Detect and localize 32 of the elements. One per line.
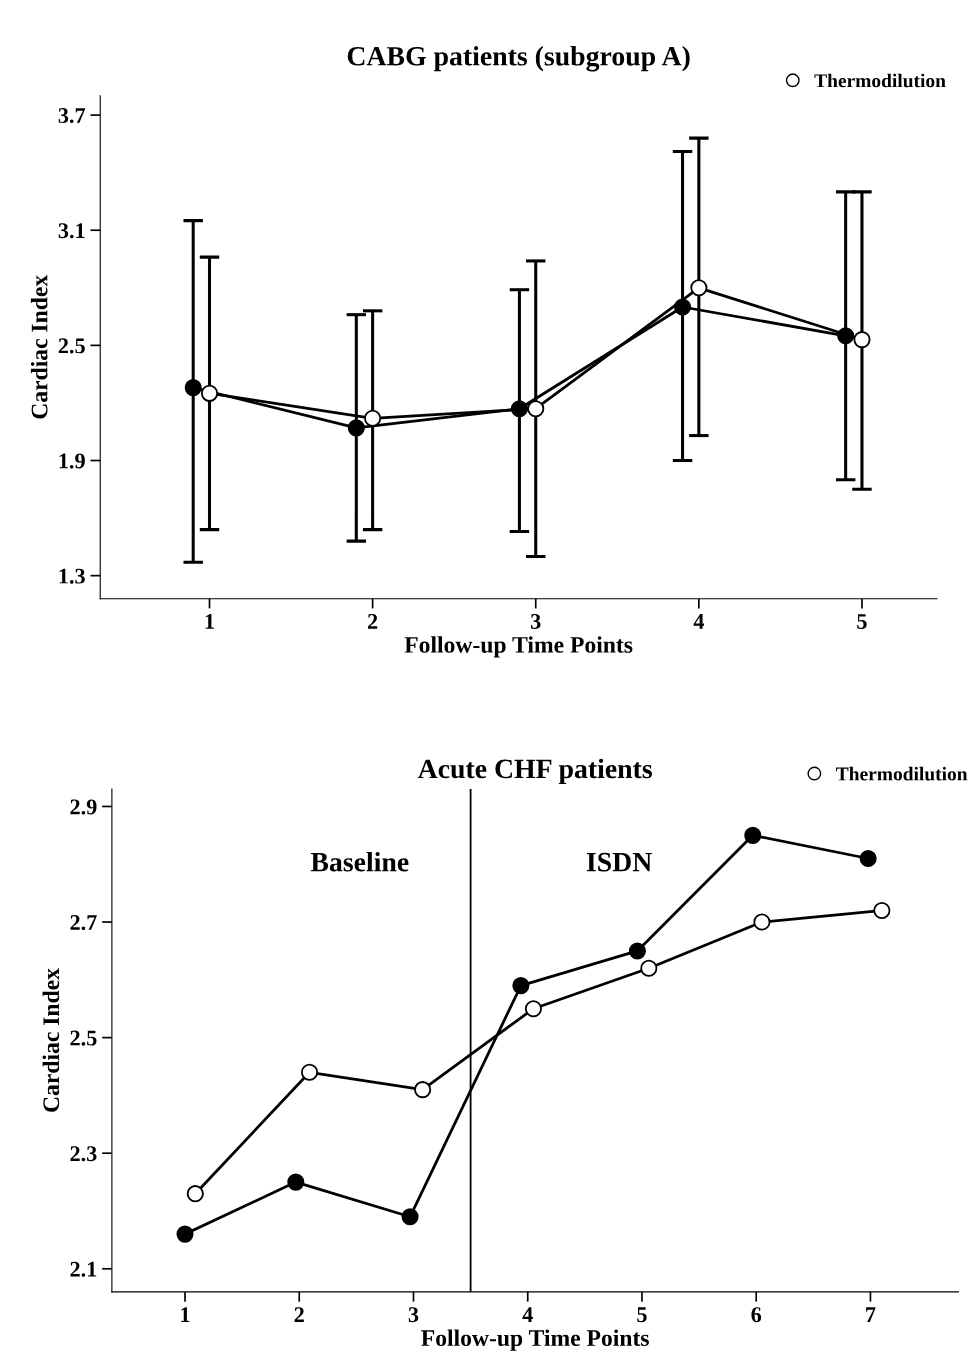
y-axis-title: Cardiac Index — [42, 968, 60, 1112]
annotation: Baseline — [310, 851, 409, 872]
x-tick-label: 5 — [637, 1307, 647, 1323]
annotation: ISDN — [586, 852, 652, 872]
y-tick-label: 2.5 — [58, 338, 85, 354]
x-tick-label: 3 — [408, 1307, 419, 1323]
y-tick-label: 3.1 — [58, 223, 85, 239]
x-tick-label: 1 — [205, 614, 214, 629]
chart-title: CABG patients (subgroup A) — [347, 46, 690, 72]
x-tick-label: 2 — [294, 1307, 304, 1322]
x-tick-label: 6 — [751, 1307, 762, 1323]
x-tick-label: 7 — [866, 1307, 876, 1322]
x-axis-title: Follow-up Time Points — [421, 1329, 649, 1351]
x-tick-label: 4 — [693, 614, 704, 629]
y-tick-label: 1.9 — [59, 453, 85, 469]
y-tick-label: 3.7 — [58, 108, 86, 124]
x-axis-title: Follow-up Time Points — [404, 636, 633, 658]
legend-label: Thermodilution — [814, 73, 946, 88]
y-tick-label: 2.3 — [70, 1146, 97, 1162]
y-axis-title: Cardiac Index — [30, 274, 48, 419]
x-tick-label: 4 — [522, 1307, 533, 1322]
y-tick-label: 2.7 — [70, 915, 97, 931]
y-tick-label: 2.9 — [70, 799, 97, 815]
legend-label: Thermodilution — [836, 766, 968, 781]
x-tick-label: 2 — [368, 613, 378, 629]
y-tick-label: 2.5 — [70, 1030, 97, 1046]
y-tick-label: 1.3 — [59, 568, 85, 584]
y-tick-label: 2.1 — [70, 1261, 97, 1277]
x-tick-label: 3 — [531, 613, 541, 629]
chart-title: Acute CHF patients — [417, 758, 652, 784]
x-tick-label: 1 — [181, 1307, 190, 1322]
x-tick-label: 5 — [857, 614, 867, 629]
